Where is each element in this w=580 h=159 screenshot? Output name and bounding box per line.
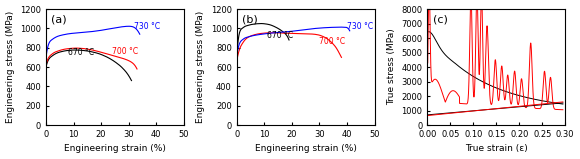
Text: 700 °C: 700 °C xyxy=(112,47,138,56)
Text: 730 °C: 730 °C xyxy=(134,22,160,31)
Y-axis label: True stress (MPa): True stress (MPa) xyxy=(387,29,396,105)
Text: (a): (a) xyxy=(52,15,67,25)
Text: (b): (b) xyxy=(242,15,258,25)
Text: 670 °C: 670 °C xyxy=(267,31,293,40)
Text: (c): (c) xyxy=(433,15,448,25)
Y-axis label: Engineering stress (MPa): Engineering stress (MPa) xyxy=(196,11,205,123)
Y-axis label: Engineering stress (MPa): Engineering stress (MPa) xyxy=(6,11,14,123)
Text: 700 °C: 700 °C xyxy=(320,37,346,46)
X-axis label: Engineering strain (%): Engineering strain (%) xyxy=(255,144,357,153)
X-axis label: Engineering strain (%): Engineering strain (%) xyxy=(64,144,166,153)
Text: 670 °C: 670 °C xyxy=(68,48,94,57)
Text: 730 °C: 730 °C xyxy=(347,22,373,31)
X-axis label: True strain (ε): True strain (ε) xyxy=(465,144,528,153)
